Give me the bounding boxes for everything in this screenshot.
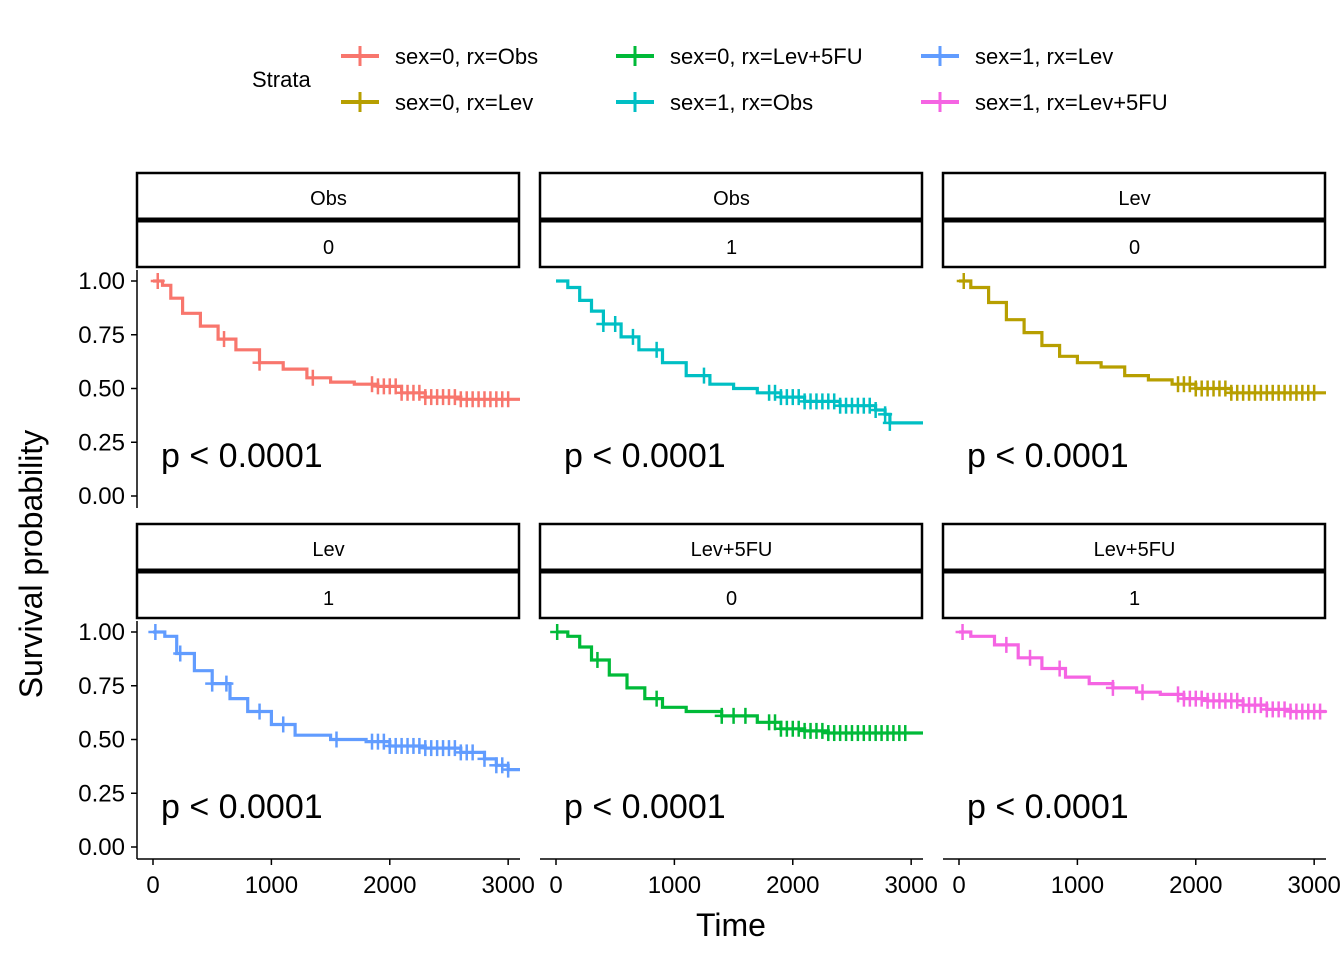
legend-entry-6: sex=1, rx=Lev+5FU: [921, 90, 1168, 115]
x-tick-label: 2000: [1169, 872, 1222, 899]
x-tick-label: 3000: [1287, 872, 1340, 899]
legend-entry-1: sex=0, rx=Obs: [341, 44, 538, 69]
strip-label-sex: 0: [726, 588, 737, 610]
x-tick-label: 3000: [884, 872, 937, 899]
p-value-annotation: p < 0.0001: [967, 437, 1129, 475]
p-value-annotation: p < 0.0001: [161, 437, 323, 475]
y-tick-label: 1.00: [78, 268, 125, 295]
legend-entry-5: sex=1, rx=Lev: [921, 44, 1113, 69]
survival-curve: [556, 279, 923, 425]
legend-entries: sex=0, rx=Obs sex=0, rx=Lev sex=0, rx=Lev+…: [341, 44, 1168, 115]
x-tick-label: 1000: [1051, 872, 1104, 899]
panel-6: Lev+5FU 1 0 1000 2000 3000 p < 0.0001: [941, 522, 1341, 899]
strip-label-treatment: Lev: [312, 539, 344, 561]
legend-entry-2: sex=0, rx=Lev: [341, 90, 533, 115]
p-value-annotation: p < 0.0001: [564, 437, 726, 475]
y-tick-label: 0.25: [78, 780, 125, 807]
x-tick-label: 0: [952, 872, 965, 899]
panel-5: Lev+5FU 0 0 1000 2000 3000 p < 0.0001: [538, 522, 938, 899]
y-tick-label: 0.50: [78, 376, 125, 403]
strip-label-sex: 1: [1129, 588, 1140, 610]
x-tick-label: 1000: [648, 872, 701, 899]
legend-entry-4: sex=1, rx=Obs: [616, 90, 813, 115]
facet-panels: Obs 0 0.00 0.25 0.50 0.75 1.00 p < 0.0001 Obs 1 p …: [78, 171, 1341, 899]
p-value-annotation: p < 0.0001: [967, 788, 1129, 826]
strip-label-treatment: Obs: [310, 188, 347, 210]
panel-2: Obs 1 p < 0.0001: [538, 171, 924, 475]
p-value-annotation: p < 0.0001: [161, 788, 323, 826]
p-value-annotation: p < 0.0001: [564, 788, 726, 826]
legend-title: Strata: [252, 67, 311, 92]
legend-entry-3: sex=0, rx=Lev+5FU: [616, 44, 863, 69]
strip-label-sex: 0: [323, 237, 334, 259]
y-tick-label: 0.00: [78, 483, 125, 510]
panel-3: Lev 0 p < 0.0001: [941, 171, 1327, 475]
y-tick-label: 0.75: [78, 322, 125, 349]
y-tick-label: 1.00: [78, 619, 125, 646]
legend-label: sex=1, rx=Lev: [975, 44, 1113, 69]
panel-1: Obs 0 0.00 0.25 0.50 0.75 1.00 p < 0.0001: [78, 171, 521, 510]
x-tick-label: 0: [549, 872, 562, 899]
x-tick-label: 2000: [363, 872, 416, 899]
x-axis-title: Time: [696, 907, 766, 943]
survival-curve: [153, 279, 520, 401]
strip-label-treatment: Lev+5FU: [691, 539, 773, 561]
x-tick-label: 0: [146, 872, 159, 899]
strip-label-treatment: Obs: [713, 188, 750, 210]
survival-curve: [556, 630, 923, 735]
legend-label: sex=0, rx=Lev: [395, 90, 533, 115]
strip-label-treatment: Lev+5FU: [1094, 539, 1176, 561]
y-tick-label: 0.50: [78, 727, 125, 754]
panel-4: Lev 1 0.00 0.25 0.50 0.75 1.00 0 1000 2000 3000 p <…: [78, 522, 535, 899]
x-tick-label: 1000: [245, 872, 298, 899]
strip-label-sex: 1: [726, 237, 737, 259]
strip-label-sex: 0: [1129, 237, 1140, 259]
y-tick-label: 0.25: [78, 429, 125, 456]
legend-label: sex=1, rx=Lev+5FU: [975, 90, 1168, 115]
x-tick-label: 2000: [766, 872, 819, 899]
strip-label-sex: 1: [323, 588, 334, 610]
y-tick-label: 0.00: [78, 834, 125, 861]
legend-label: sex=1, rx=Obs: [670, 90, 813, 115]
survival-curve: [959, 279, 1326, 395]
y-tick-label: 0.75: [78, 673, 125, 700]
strip-label-treatment: Lev: [1118, 188, 1150, 210]
legend-label: sex=0, rx=Lev+5FU: [670, 44, 863, 69]
x-tick-label: 3000: [481, 872, 534, 899]
survival-curve: [153, 630, 520, 772]
legend-label: sex=0, rx=Obs: [395, 44, 538, 69]
y-axis-title: Survival probability: [13, 430, 49, 699]
